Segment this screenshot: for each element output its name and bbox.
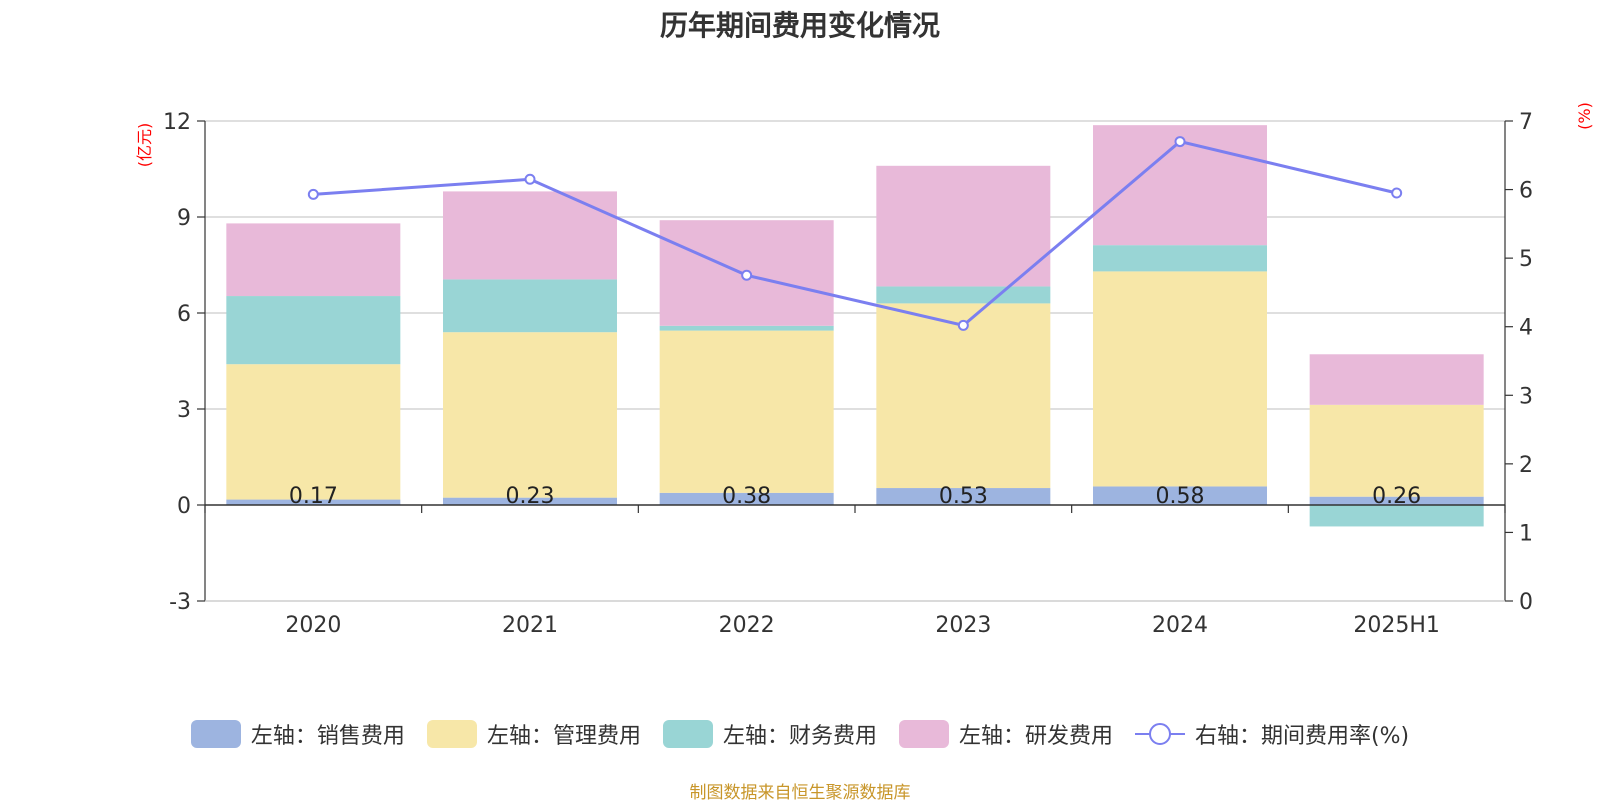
left-axis-tick-label: 3 bbox=[177, 398, 191, 423]
right-axis-tick-label: 2 bbox=[1519, 453, 1533, 478]
legend-item[interactable]: 左轴：销售费用 bbox=[190, 718, 405, 750]
left-axis-unit: (亿元) bbox=[135, 123, 154, 168]
legend-swatch bbox=[662, 720, 713, 748]
bar-左轴：研发费用-2021 bbox=[443, 191, 617, 280]
bar-左轴：财务费用-2024 bbox=[1093, 245, 1267, 272]
bar-左轴：财务费用-2020 bbox=[226, 296, 401, 365]
legend-item[interactable]: 右轴：期间费用率(%) bbox=[1134, 718, 1410, 750]
right-axis-tick-label: 0 bbox=[1519, 590, 1533, 615]
bar-左轴：销售费用-2024 bbox=[1093, 486, 1267, 505]
legend-item[interactable]: 左轴：研发费用 bbox=[898, 718, 1113, 750]
line-point-2025H1 bbox=[1391, 187, 1403, 199]
left-axis-tick-label: 0 bbox=[177, 494, 191, 519]
legend-swatch bbox=[190, 720, 241, 748]
bar-左轴：管理费用-2021 bbox=[443, 332, 617, 498]
data-label: 0.23 bbox=[506, 484, 555, 509]
line-point-2024 bbox=[1174, 136, 1186, 148]
bar-左轴：财务费用-2021 bbox=[443, 279, 617, 333]
bar-左轴：销售费用-2021 bbox=[443, 497, 617, 505]
right-axis-tick-label: 7 bbox=[1519, 110, 1533, 135]
bar-左轴：研发费用-2023 bbox=[876, 165, 1051, 287]
left-axis-tick-label: 12 bbox=[163, 110, 191, 135]
legend-label: 右轴：期间费用率(%) bbox=[1194, 724, 1410, 749]
bar-左轴：管理费用-2025H1 bbox=[1309, 404, 1484, 497]
legend-label: 左轴：管理费用 bbox=[486, 724, 641, 749]
legend-swatch bbox=[898, 720, 949, 748]
line-layer bbox=[307, 136, 1403, 331]
legend-item[interactable]: 左轴：管理费用 bbox=[426, 718, 641, 750]
bar-左轴：销售费用-2025H1 bbox=[1309, 496, 1484, 505]
legend-label: 左轴：研发费用 bbox=[958, 724, 1113, 749]
right-axis-tick-label: 3 bbox=[1519, 384, 1533, 409]
right-axis-tick-label: 6 bbox=[1519, 179, 1533, 204]
left-axis-tick-label: 6 bbox=[177, 302, 191, 327]
bar-左轴：管理费用-2023 bbox=[876, 303, 1051, 489]
x-axis-tick-label: 2025H1 bbox=[1353, 613, 1440, 638]
legend-label: 左轴：销售费用 bbox=[250, 724, 405, 749]
legend-line-swatch bbox=[1134, 723, 1185, 745]
bar-左轴：研发费用-2020 bbox=[226, 223, 401, 297]
x-axis-tick-label: 2022 bbox=[719, 613, 775, 638]
right-axis-tick-label: 5 bbox=[1519, 247, 1533, 272]
bar-左轴：销售费用-2022 bbox=[659, 492, 834, 505]
left-axis-tick-label: 9 bbox=[177, 206, 191, 231]
bar-左轴：销售费用-2020 bbox=[226, 499, 401, 505]
bar-左轴：管理费用-2020 bbox=[226, 364, 401, 500]
x-axis-tick-label: 2023 bbox=[935, 613, 991, 638]
source-note: 制图数据来自恒生聚源数据库 bbox=[689, 783, 911, 803]
line-point-2023 bbox=[957, 319, 969, 331]
line-period-expense-rate bbox=[313, 139, 1398, 327]
bar-layer bbox=[226, 125, 1484, 527]
legend-swatch bbox=[426, 720, 477, 748]
x-axis-tick-label: 2020 bbox=[285, 613, 341, 638]
line-point-2021 bbox=[524, 173, 536, 185]
line-point-2020 bbox=[307, 188, 319, 200]
bar-左轴：财务费用-2022 bbox=[659, 325, 834, 331]
label-layer: 0.17 0.23 0.38 0.53 0.58 0.26 bbox=[289, 484, 1421, 509]
data-label: 0.58 bbox=[1156, 484, 1205, 509]
line-point-2022 bbox=[741, 269, 753, 281]
bar-左轴：管理费用-2024 bbox=[1093, 271, 1267, 487]
bar-左轴：研发费用-2025H1 bbox=[1309, 354, 1484, 405]
bar-左轴：财务费用-2025H1 bbox=[1309, 505, 1484, 527]
data-label: 0.17 bbox=[289, 484, 338, 509]
legend-label: 左轴：财务费用 bbox=[722, 724, 877, 749]
bar-左轴：销售费用-2023 bbox=[876, 488, 1051, 505]
x-axis-tick-label: 2021 bbox=[502, 613, 558, 638]
data-label: 0.53 bbox=[939, 484, 988, 509]
x-axis-tick-label: 2024 bbox=[1152, 613, 1208, 638]
legend: 左轴：销售费用 左轴：管理费用 左轴：财务费用 左轴：研发费用 右轴：期间费用率(%) bbox=[0, 718, 1600, 750]
right-axis-tick-label: 4 bbox=[1519, 316, 1533, 341]
bar-左轴：管理费用-2022 bbox=[659, 330, 834, 493]
right-axis-unit: (%) bbox=[1575, 102, 1594, 130]
right-axis-tick-label: 1 bbox=[1519, 521, 1533, 546]
bar-左轴：财务费用-2023 bbox=[876, 286, 1051, 304]
left-axis-tick-label: -3 bbox=[169, 590, 191, 615]
data-label: 0.26 bbox=[1372, 484, 1421, 509]
data-label: 0.38 bbox=[722, 484, 771, 509]
legend-item[interactable]: 左轴：财务费用 bbox=[662, 718, 877, 750]
chart-title: 历年期间费用变化情况 bbox=[659, 9, 940, 42]
